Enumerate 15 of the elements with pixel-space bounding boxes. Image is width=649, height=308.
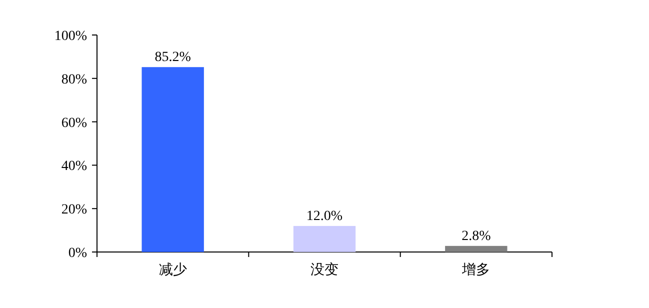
x-tick-label: 减少 <box>158 262 187 278</box>
y-tick-label: 0% <box>68 246 88 261</box>
y-tick-label: 40% <box>61 159 88 174</box>
y-tick-label: 20% <box>61 202 88 218</box>
y-tick-label: 60% <box>61 116 88 131</box>
data-label: 85.2% <box>154 50 192 66</box>
bar <box>293 226 356 252</box>
bar <box>142 67 204 252</box>
x-tick-label: 没变 <box>310 262 338 278</box>
y-tick-label: 80% <box>61 72 88 88</box>
data-label: 12.0% <box>306 208 343 224</box>
y-tick-label: 100% <box>54 29 88 44</box>
bar <box>445 246 508 252</box>
x-tick-label: 增多 <box>461 262 490 278</box>
data-label: 2.8% <box>462 228 492 244</box>
